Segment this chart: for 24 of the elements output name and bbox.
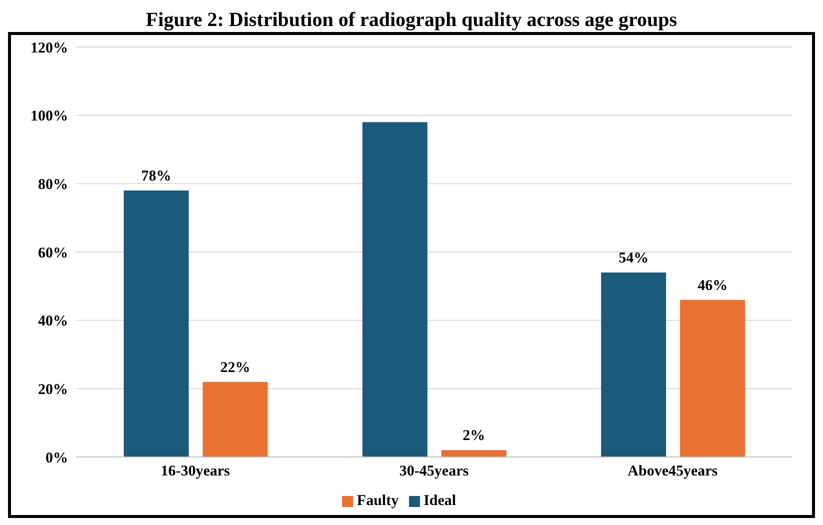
y-tick-label: 60% bbox=[38, 245, 68, 262]
y-tick-label: 100% bbox=[30, 108, 68, 125]
y-tick-label: 0% bbox=[46, 450, 68, 466]
bar bbox=[362, 122, 428, 457]
x-tick-label: 30-45years bbox=[399, 464, 469, 480]
y-tick-label: 20% bbox=[38, 382, 68, 398]
data-label: 54% bbox=[618, 250, 649, 266]
data-label: 46% bbox=[698, 278, 728, 294]
y-tick-label: 40% bbox=[38, 314, 68, 330]
chart-title: Figure 2: Distribution of radiograph quality across age groups bbox=[144, 8, 678, 32]
x-tick-label: 16-30years bbox=[160, 464, 230, 480]
data-label: 78% bbox=[141, 168, 172, 184]
bar bbox=[124, 190, 189, 457]
bar bbox=[680, 300, 746, 457]
bar bbox=[202, 382, 268, 457]
y-tick-label: 120% bbox=[30, 40, 68, 56]
legend-label: Ideal bbox=[424, 493, 456, 509]
data-label: 22% bbox=[220, 360, 250, 376]
legend-label: Faulty bbox=[356, 493, 399, 509]
bar bbox=[601, 272, 666, 457]
bar bbox=[441, 450, 506, 457]
y-tick-label: 80% bbox=[38, 176, 68, 193]
x-tick-label: Above45years bbox=[628, 464, 718, 480]
data-label: 2% bbox=[462, 428, 486, 444]
